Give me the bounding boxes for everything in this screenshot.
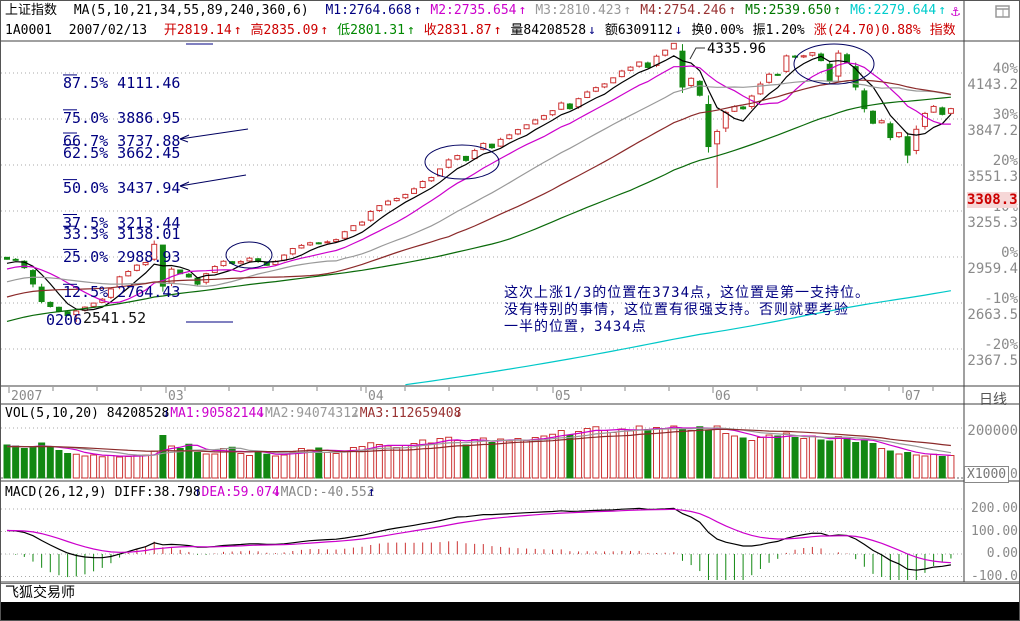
trend-arrow-icon: ↓ [351, 406, 360, 421]
header-line-2: 1A0001 2007/02/13 开2819.14 ↑ 高2835.09 ↑ 低280… [5, 21, 955, 41]
macd-field: MACD(26,12,9) DIFF:38.798 [5, 485, 201, 500]
quote-field: 收2831.87 [423, 23, 492, 38]
ma-value: M3:2810.423 [535, 3, 622, 18]
ma-values: M1:2764.668 ↑ M2:2735.654 ↑ M3:2810.423 ↑ M4:2… [325, 3, 955, 18]
ma-value: M4:2754.246 [640, 3, 727, 18]
bottom-black-bar [1, 602, 1019, 620]
quote-field: 低2801.31 [337, 23, 405, 38]
ma-value: M6:2279.644 [850, 3, 937, 18]
trend-arrow-icon: ↑ [320, 23, 329, 38]
ma-value: M5:2539.650 [745, 3, 832, 18]
ma-value: M1:2764.668 [325, 3, 412, 18]
vol-field: MA3:112659408 [359, 406, 462, 421]
main-chart-pane[interactable] [1, 42, 963, 386]
trend-arrow-icon: ↓ [588, 23, 596, 38]
trend-arrow-icon: ↓ [272, 485, 281, 500]
trend-arrow-icon: ↑ [193, 485, 202, 500]
trend-arrow-icon: ↑ [833, 3, 842, 18]
anchor-pin-icon[interactable]: ⚓ [951, 2, 961, 20]
trend-arrow-icon: ↓ [454, 406, 463, 421]
macd-header: MACD(26,12,9) DIFF:38.798↑DEA:59.074↓MAC… [1, 485, 963, 501]
quote-field: 涨(24.70)0.88% [813, 23, 921, 38]
quote-field: 振1.20% [752, 23, 805, 38]
vol-header: VOL(5,10,20) 84208528↓MA1:90582144↓MA2:9… [1, 406, 963, 422]
quote-field: 开2819.14 [163, 23, 232, 38]
macd-chart-pane[interactable] [1, 482, 963, 582]
volume-pane[interactable] [1, 405, 963, 481]
quote-fields: 开2819.14 ↑ 高2835.09 ↑ 低2801.31 ↑ 收2831.87 ↑ 量842… [164, 23, 955, 38]
trend-arrow-icon: ↑ [518, 3, 527, 18]
vol-field: MA1:90582144 [170, 406, 265, 421]
macd-field: MACD:-40.552 [280, 485, 375, 500]
trend-arrow-icon: ↑ [406, 23, 415, 38]
trend-arrow-icon: ↑ [413, 3, 422, 18]
ma-params: MA(5,10,21,34,55,89,240,360,6) [73, 3, 309, 18]
quote-field: 高2835.09 [250, 23, 319, 38]
trend-arrow-icon: ↓ [257, 406, 265, 421]
quote-field: 额6309112 [604, 23, 673, 38]
app-name: 飞狐交易师 [5, 585, 75, 601]
ma-value: M2:2735.654 [430, 3, 517, 18]
trend-arrow-icon: ↓ [162, 406, 171, 421]
index-name: 上证指数 [5, 3, 58, 18]
trend-arrow-icon: ↑ [493, 23, 502, 38]
trend-arrow-icon: ↓ [674, 23, 683, 38]
status-bar: 飞狐交易师 [1, 583, 1019, 602]
vol-field: VOL(5,10,20) 84208528 [5, 406, 170, 421]
trend-arrow-icon: ↑ [728, 3, 737, 18]
quote-field: 量84208528 [510, 23, 587, 38]
vol-field: MA2:94074312 [264, 406, 359, 421]
trend-arrow-icon: ↑ [623, 3, 632, 18]
macd-field: DEA:59.074 [201, 485, 280, 500]
trend-arrow-icon: ↑ [938, 3, 947, 18]
header-line-1: 上证指数 MA(5,10,21,34,55,89,240,360,6) M1:2… [5, 1, 955, 21]
quote-date: 2007/02/13 [68, 23, 148, 38]
stock-code: 1A0001 [5, 23, 52, 38]
trend-arrow-icon: ↑ [233, 23, 242, 38]
trend-arrow-icon: ↑ [367, 485, 376, 500]
window-restore-icon[interactable] [995, 5, 1010, 22]
quote-field: 指数 [929, 23, 955, 38]
quote-field: 换0.00% [691, 23, 744, 38]
